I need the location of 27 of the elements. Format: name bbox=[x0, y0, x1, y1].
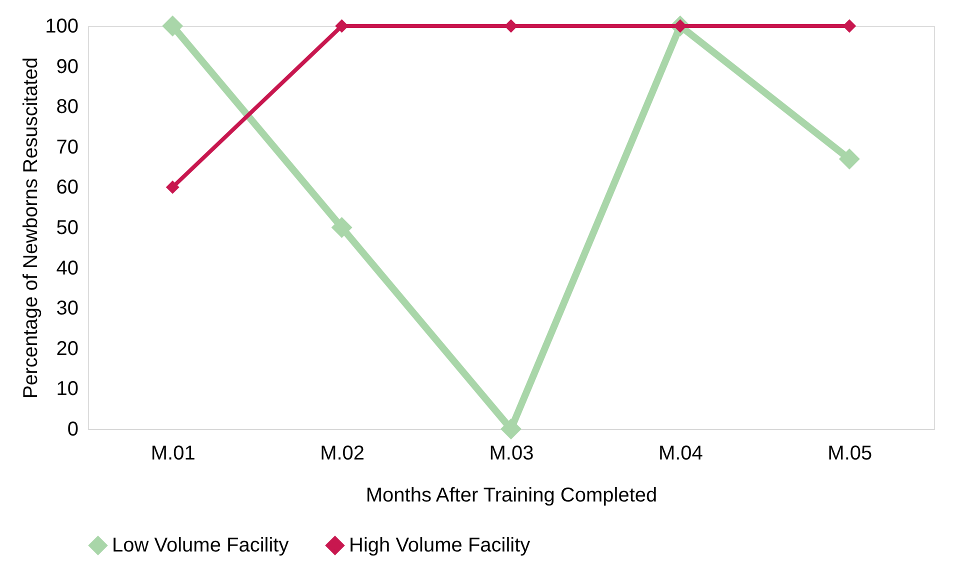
y-tick-label: 70 bbox=[56, 136, 78, 158]
legend-label: High Volume Facility bbox=[349, 534, 530, 556]
x-axis-title: Months After Training Completed bbox=[366, 484, 658, 506]
y-tick-label: 60 bbox=[56, 176, 78, 199]
point bbox=[166, 180, 180, 194]
x-tick-label: M.03 bbox=[489, 442, 534, 464]
x-tick-label: M.04 bbox=[658, 442, 703, 464]
point bbox=[162, 16, 184, 36]
point bbox=[331, 217, 352, 238]
y-tick-label: 90 bbox=[56, 56, 78, 78]
y-tick-label: 40 bbox=[56, 257, 78, 280]
x-tick-label: M.01 bbox=[150, 442, 196, 464]
y-tick-label: 20 bbox=[56, 338, 78, 360]
x-tick-label: M.02 bbox=[320, 442, 365, 464]
y-tick-label: 100 bbox=[45, 16, 78, 38]
point bbox=[838, 148, 860, 170]
point bbox=[504, 19, 518, 33]
point bbox=[842, 19, 856, 33]
y-tick-label: 0 bbox=[67, 418, 78, 440]
y-tick-label: 10 bbox=[56, 378, 78, 400]
legend-label: Low Volume Facility bbox=[112, 534, 289, 556]
y-axis-title: Percentage of Newborns Resuscitated bbox=[20, 57, 42, 399]
x-tick-label: M.05 bbox=[828, 442, 872, 464]
y-tick-label: 30 bbox=[56, 298, 78, 320]
y-tick-label: 80 bbox=[56, 96, 78, 118]
y-tick-label: 50 bbox=[56, 217, 78, 239]
point bbox=[500, 418, 522, 440]
